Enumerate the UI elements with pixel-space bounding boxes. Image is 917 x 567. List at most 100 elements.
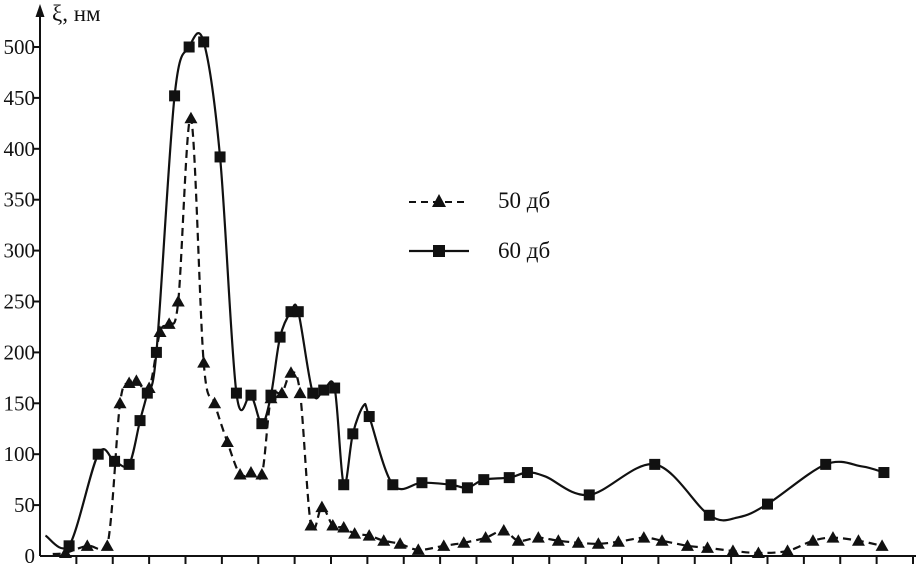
legend-label-50db: 50 дб xyxy=(498,188,551,213)
data-point-triangle xyxy=(337,520,351,533)
data-point-triangle xyxy=(58,546,72,558)
data-point-triangle xyxy=(751,546,765,558)
data-point-triangle xyxy=(655,534,669,546)
data-point-square xyxy=(445,479,457,491)
legend-label-60db: 60 дб xyxy=(498,238,551,263)
data-point-square xyxy=(307,387,319,399)
y-tick-label: 50 xyxy=(14,493,35,517)
data-point-triangle xyxy=(220,435,234,447)
data-point-triangle xyxy=(806,534,820,546)
data-point-triangle xyxy=(153,325,167,338)
data-point-square xyxy=(318,384,330,396)
series-line-60db xyxy=(44,31,885,550)
data-point-triangle xyxy=(393,537,407,549)
data-point-triangle xyxy=(315,500,329,513)
data-point-square xyxy=(703,509,715,521)
data-point-square xyxy=(416,477,428,489)
data-point-square xyxy=(92,448,104,460)
y-tick-label: 150 xyxy=(4,391,36,415)
y-tick-label: 200 xyxy=(4,340,36,364)
data-point-triangle xyxy=(851,534,865,546)
data-point-square xyxy=(649,458,661,470)
data-point-square xyxy=(256,418,268,430)
data-point-square xyxy=(503,472,515,484)
data-point-square xyxy=(214,151,226,163)
data-point-triangle xyxy=(531,531,545,543)
data-point-square xyxy=(63,540,75,552)
data-point-triangle xyxy=(284,366,298,378)
data-point-triangle xyxy=(80,539,94,551)
data-point-triangle xyxy=(275,386,289,399)
y-tick-label: 400 xyxy=(4,137,36,161)
data-point-triangle xyxy=(611,535,625,547)
data-point-triangle xyxy=(497,524,511,536)
data-point-square xyxy=(347,428,359,440)
data-point-triangle xyxy=(171,295,185,307)
data-point-triangle xyxy=(233,468,247,480)
data-point-square xyxy=(141,387,153,399)
data-point-square xyxy=(150,346,162,358)
data-point-square xyxy=(878,467,890,479)
data-point-square xyxy=(583,489,595,501)
solid-square-sample-icon xyxy=(409,245,469,257)
data-point-triangle xyxy=(411,543,425,555)
dashed-triangle-sample-icon xyxy=(409,194,469,207)
data-point-square xyxy=(329,382,341,394)
data-point-square xyxy=(338,479,350,491)
data-point-triangle xyxy=(362,529,376,541)
legend-item-60db: 60 дб xyxy=(408,238,550,264)
data-point-square xyxy=(134,415,146,427)
legend-item-50db: 50 дб xyxy=(408,188,550,214)
data-point-triangle xyxy=(304,518,318,531)
data-point-triangle xyxy=(511,534,525,546)
data-point-square xyxy=(245,389,257,401)
data-point-triangle xyxy=(726,544,740,556)
y-tick-label: 0 xyxy=(25,544,36,567)
y-axis-label: ξ, нм xyxy=(52,1,101,26)
data-point-triangle xyxy=(637,531,651,543)
data-point-triangle xyxy=(162,317,176,329)
data-point-triangle xyxy=(591,537,605,549)
data-point-triangle xyxy=(244,466,258,478)
y-axis-arrow-icon xyxy=(35,4,45,17)
data-point-triangle xyxy=(293,386,307,399)
data-point-triangle xyxy=(113,396,127,409)
data-point-triangle xyxy=(680,539,694,551)
data-point-triangle xyxy=(571,536,585,548)
data-point-triangle xyxy=(700,541,714,553)
y-tick-label: 300 xyxy=(4,239,36,263)
y-tick-label: 500 xyxy=(4,35,36,59)
data-point-triangle xyxy=(255,468,269,480)
data-point-square xyxy=(230,387,242,399)
data-point-square xyxy=(123,458,135,470)
data-point-square xyxy=(198,36,210,48)
data-point-square xyxy=(461,482,473,494)
data-point-triangle xyxy=(377,534,391,546)
y-tick-label: 250 xyxy=(4,290,36,314)
data-point-triangle xyxy=(437,539,451,551)
legend: 50 дб 60 дб xyxy=(408,188,550,264)
data-point-square xyxy=(762,498,773,510)
y-tick-label: 350 xyxy=(4,188,36,212)
data-point-square xyxy=(183,41,195,53)
data-point-triangle xyxy=(348,527,362,539)
data-point-triangle xyxy=(875,539,889,551)
data-point-triangle xyxy=(326,518,340,531)
data-point-triangle xyxy=(479,531,493,543)
data-point-triangle xyxy=(100,539,114,551)
data-point-triangle xyxy=(197,356,211,368)
data-point-square xyxy=(285,306,297,318)
data-point-square xyxy=(387,479,399,491)
data-point-triangle xyxy=(781,544,795,556)
data-point-square xyxy=(521,467,533,479)
data-point-square xyxy=(265,389,277,401)
data-point-triangle xyxy=(826,531,840,543)
data-point-square xyxy=(169,90,181,102)
y-tick-label: 100 xyxy=(4,442,36,466)
data-point-square xyxy=(274,331,286,343)
data-point-triangle xyxy=(208,396,222,409)
y-tick-label: 450 xyxy=(4,86,36,110)
data-point-square xyxy=(478,474,490,486)
